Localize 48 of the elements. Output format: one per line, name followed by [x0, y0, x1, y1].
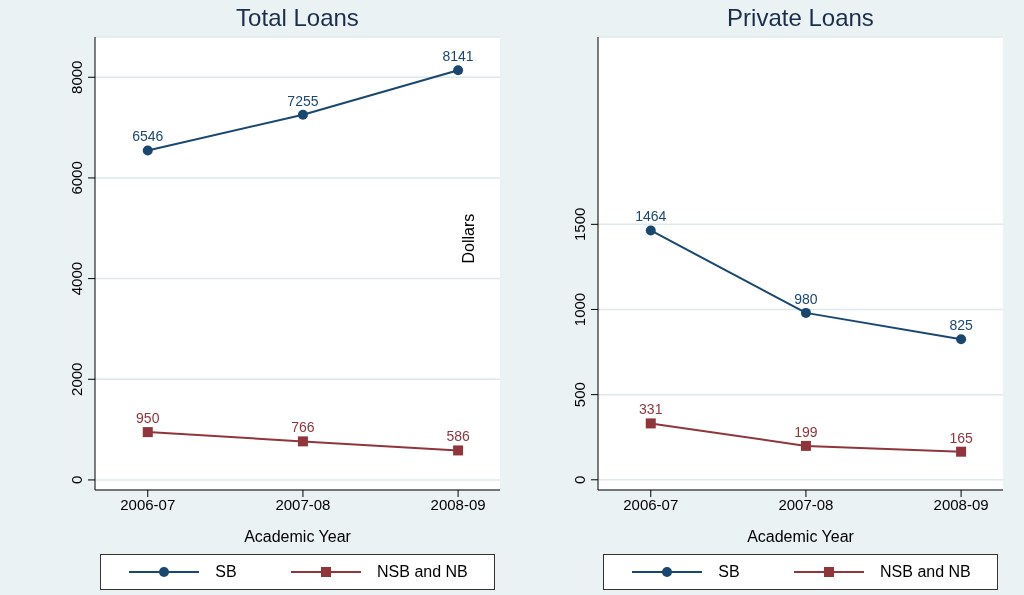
x-tick-label: 2006-07: [120, 495, 176, 513]
x-tick-label: 2008-09: [430, 495, 486, 513]
data-label: 980: [794, 290, 818, 307]
data-label: 331: [639, 401, 663, 418]
point: [453, 445, 464, 456]
y-tick-label: 0: [571, 475, 588, 484]
data-label: 165: [949, 429, 973, 446]
point: [645, 418, 656, 429]
y-tick-label: 2000: [68, 362, 85, 396]
y-tick-label: 6000: [68, 161, 85, 195]
x-tick-label: 2008-09: [933, 495, 989, 513]
legend-label: NSB and NB: [377, 563, 468, 581]
x-tick-label: 2007-08: [275, 495, 331, 513]
point: [453, 65, 464, 76]
x-tick-label: 2006-07: [623, 495, 679, 513]
point: [142, 427, 153, 438]
data-label: 766: [291, 419, 315, 436]
point: [297, 436, 308, 447]
y-tick-label: 8000: [68, 60, 85, 94]
data-label: 586: [446, 428, 470, 445]
legend-label: SB: [718, 563, 740, 581]
y-tick-label: 4000: [68, 261, 85, 296]
data-label: 1464: [635, 208, 667, 225]
chart-title: Private Loans: [726, 4, 875, 32]
y-tick-label: 1500: [571, 207, 588, 242]
point: [956, 334, 967, 345]
y-tick-label: 0: [68, 475, 85, 485]
point: [297, 109, 308, 120]
data-label: 8141: [442, 48, 474, 65]
point: [800, 440, 811, 451]
chart-title: Total Loans: [235, 4, 360, 32]
point: [800, 307, 811, 318]
data-label: 825: [949, 317, 973, 334]
x-axis-title: Academic Year: [747, 528, 855, 545]
point: [142, 145, 153, 156]
data-label: 6546: [132, 128, 164, 145]
point: [645, 225, 656, 236]
data-label: 950: [136, 410, 160, 427]
legend-label: SB: [215, 563, 237, 581]
y-tick-label: 1000: [571, 292, 588, 327]
y-axis-title: Dollars: [459, 213, 477, 264]
legend-label: NSB and NB: [880, 563, 971, 581]
point: [956, 446, 967, 457]
data-label: 7255: [287, 92, 319, 109]
data-label: 199: [794, 423, 818, 440]
y-tick-label: 500: [571, 382, 588, 408]
x-axis-title: Academic Year: [244, 528, 352, 545]
x-tick-label: 2007-08: [778, 495, 834, 513]
